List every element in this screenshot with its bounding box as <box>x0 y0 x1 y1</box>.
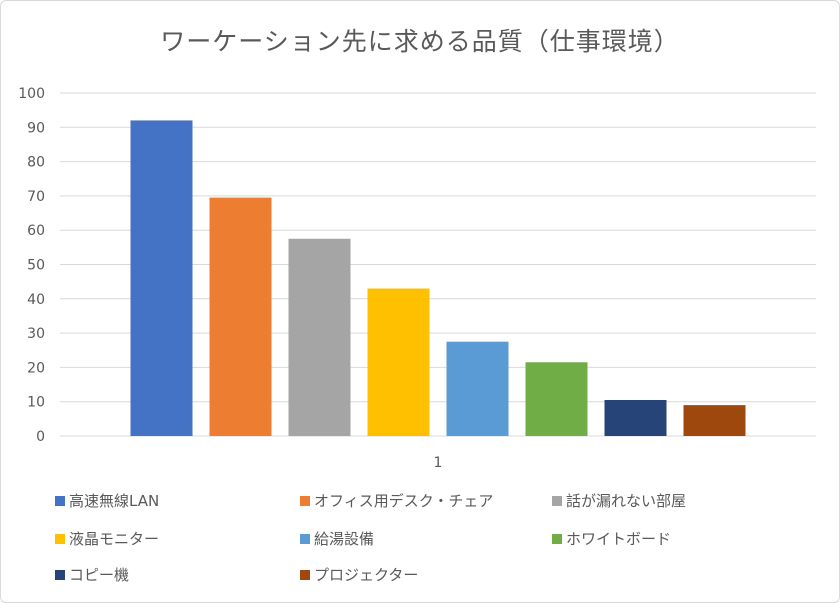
legend-swatch <box>300 533 310 544</box>
bar-6 <box>525 362 588 436</box>
legend-label: オフィス用デスク・チェア <box>314 492 494 510</box>
bar-2 <box>209 197 272 436</box>
legend-label: 液晶モニター <box>69 530 160 548</box>
y-tick-label: 50 <box>27 258 45 274</box>
legend-item: オフィス用デスク・チェア <box>300 490 493 511</box>
legend-item: 液晶モニター <box>55 528 159 549</box>
legend-item: 話が漏れない部屋 <box>552 490 686 511</box>
bar-1 <box>130 120 193 436</box>
legend-label: コピー機 <box>69 566 130 584</box>
y-tick-label: 100 <box>18 86 45 102</box>
legend-swatch <box>55 495 65 506</box>
legend-label: プロジェクター <box>314 566 419 584</box>
y-tick-label: 30 <box>27 326 45 342</box>
chart-title: ワーケーション先に求める品質（仕事環境） <box>160 27 680 56</box>
legend-label: 高速無線LAN <box>69 492 160 510</box>
legend-swatch <box>300 495 310 506</box>
legend-swatch <box>55 533 65 544</box>
legend-item: 高速無線LAN <box>55 490 159 511</box>
y-tick-label: 0 <box>36 429 45 445</box>
legend-swatch <box>300 569 310 580</box>
bar-7 <box>604 399 667 436</box>
y-tick-label: 10 <box>27 395 45 411</box>
legend-swatch <box>552 495 562 506</box>
legend-label: 話が漏れない部屋 <box>566 492 687 510</box>
legend-swatch <box>55 569 65 580</box>
legend-swatch <box>552 533 562 544</box>
x-tick-label: 1 <box>434 455 443 471</box>
y-tick-label: 80 <box>27 155 45 171</box>
y-tick-label: 70 <box>27 189 45 205</box>
y-tick-label: 60 <box>27 223 45 239</box>
y-tick-label: 40 <box>27 292 45 308</box>
legend-label: ホワイトボード <box>566 530 672 548</box>
bar-3 <box>288 238 351 436</box>
y-tick-label: 20 <box>27 360 45 376</box>
bar-4 <box>367 288 430 436</box>
legend-item: コピー機 <box>55 564 129 585</box>
legend-item: プロジェクター <box>300 564 418 585</box>
legend-item: 給湯設備 <box>300 528 374 549</box>
y-tick-label: 90 <box>27 120 45 136</box>
legend-label: 給湯設備 <box>314 530 375 548</box>
bar-8 <box>683 405 746 436</box>
bar-5 <box>446 341 509 436</box>
legend-item: ホワイトボード <box>552 528 671 549</box>
